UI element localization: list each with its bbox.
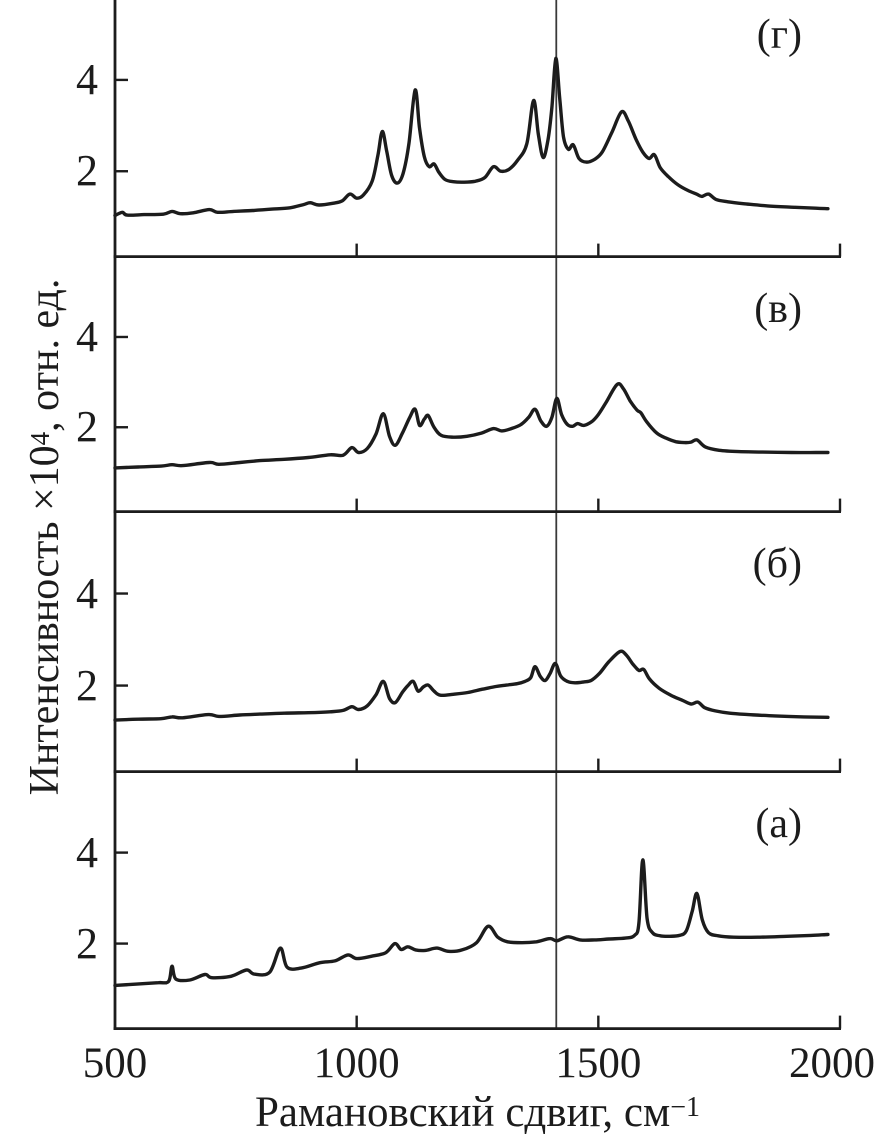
x-axis-title-exponent: −1	[670, 1092, 700, 1123]
x-tick-label: 1000	[313, 1040, 400, 1087]
y-tick-label: 4	[76, 311, 98, 361]
y-axis-title-main: Интенсивность ×10	[22, 445, 68, 796]
y-tick-label: 4	[76, 54, 98, 104]
x-axis-title-main: Рамановский сдвиг, см	[255, 1089, 671, 1134]
y-tick-label: 2	[76, 660, 98, 710]
panel-label-g: (г)	[756, 12, 802, 58]
x-tick-label: 2000	[789, 1040, 874, 1087]
x-tick-label: 1500	[555, 1040, 642, 1087]
panel-label-v: (в)	[754, 286, 802, 332]
x-tick-label: 500	[82, 1040, 148, 1087]
y-tick-label: 4	[76, 568, 98, 618]
y-tick-label: 4	[76, 827, 98, 877]
spectrum-a-curve	[113, 858, 830, 988]
y-tick-label: 2	[76, 402, 98, 452]
x-axis-title: Рамановский сдвиг, см−1	[115, 1085, 840, 1134]
y-tick-label: 2	[76, 146, 98, 196]
y-tick-label: 2	[76, 918, 98, 968]
spectrum-g-curve	[113, 56, 830, 218]
spectrum-v-curve	[113, 382, 830, 470]
panel-label-b: (б)	[752, 541, 802, 587]
panel-label-a: (а)	[755, 801, 802, 847]
spectrum-b-curve	[113, 649, 830, 722]
